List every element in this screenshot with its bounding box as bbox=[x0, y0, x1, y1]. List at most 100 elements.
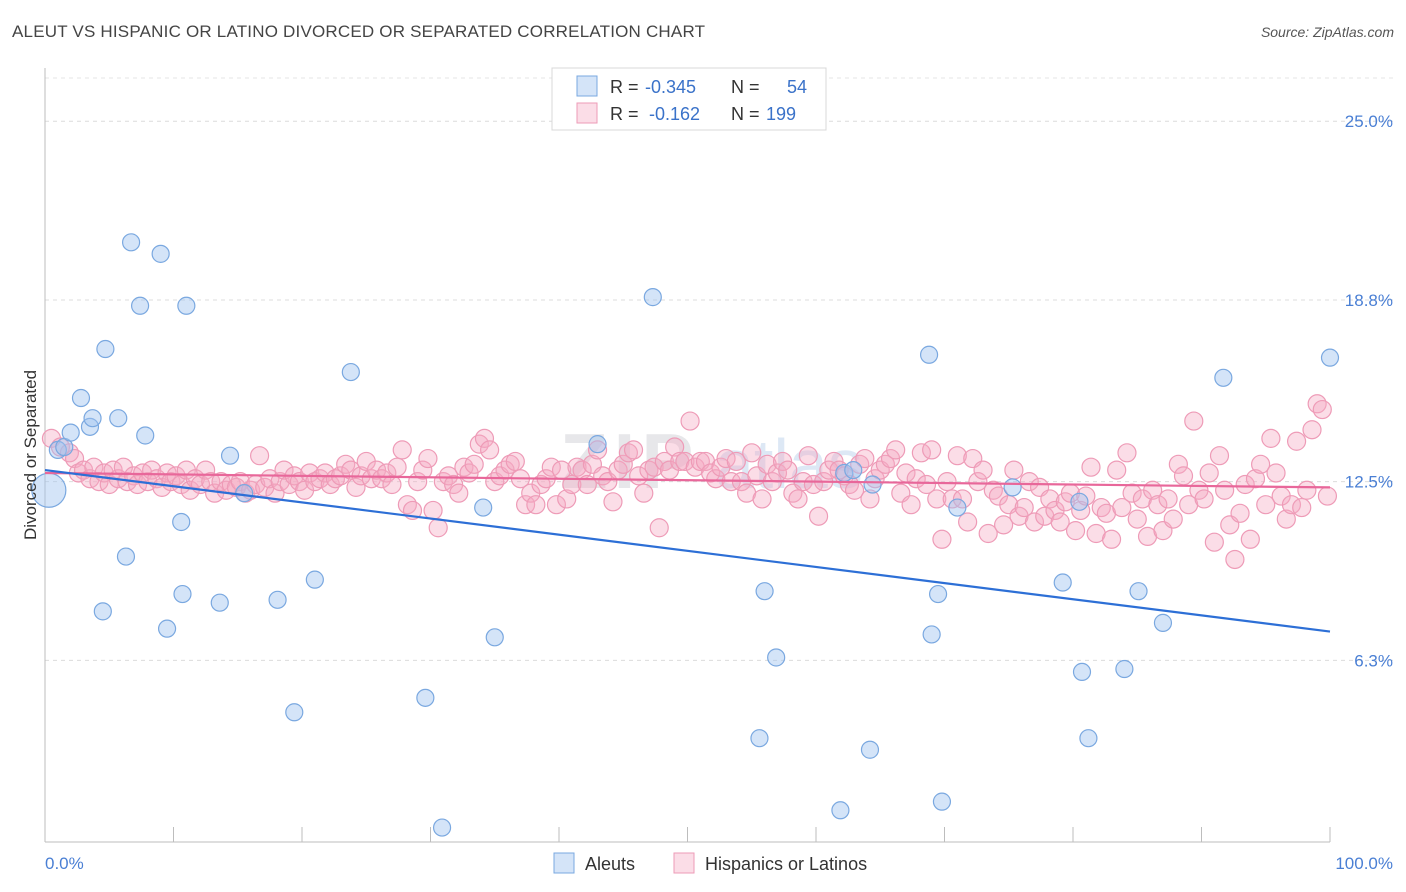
hispanic-point bbox=[1256, 495, 1276, 515]
aleut-point bbox=[928, 584, 948, 604]
hispanic-point bbox=[649, 518, 669, 538]
hispanic-point bbox=[1292, 497, 1312, 518]
y-tick-label: 6.3% bbox=[1354, 651, 1393, 670]
hispanic-point bbox=[706, 469, 726, 489]
y-axis-label: Divorced or Separated bbox=[21, 370, 40, 540]
hispanic-point bbox=[623, 440, 644, 460]
hispanic-point bbox=[665, 437, 685, 457]
hispanic-point bbox=[613, 454, 633, 474]
aleut-point bbox=[1003, 478, 1022, 497]
bottom-swatch-aleuts bbox=[553, 852, 575, 874]
hispanic-point bbox=[927, 489, 947, 509]
aleut-point bbox=[831, 801, 850, 820]
hispanic-point bbox=[752, 489, 772, 509]
hispanic-point bbox=[1091, 497, 1111, 518]
aleut-point bbox=[109, 409, 128, 428]
hispanic-point bbox=[1276, 509, 1296, 529]
aleut-point bbox=[863, 475, 882, 494]
aleut-point bbox=[932, 792, 952, 811]
legend-r-value-aleuts: -0.345 bbox=[645, 77, 696, 97]
aleut-point bbox=[643, 288, 662, 307]
hispanic-point bbox=[603, 492, 623, 512]
y-tick-labels: 6.3% 12.5% 18.8% 25.0% bbox=[1345, 112, 1393, 670]
hispanic-point bbox=[1168, 454, 1188, 474]
hispanic-point bbox=[1215, 480, 1235, 500]
aleut-points bbox=[31, 233, 1340, 837]
aleut-point bbox=[83, 409, 102, 428]
hispanic-point bbox=[983, 480, 1003, 500]
hispanic-point bbox=[644, 457, 664, 477]
hispanic-point bbox=[808, 506, 829, 526]
aleut-point bbox=[177, 296, 196, 315]
hispanic-point bbox=[1081, 457, 1101, 477]
hispanic-point bbox=[382, 474, 402, 495]
aleut-point bbox=[96, 339, 115, 359]
hispanic-point bbox=[587, 440, 608, 460]
hispanic-point bbox=[1024, 512, 1045, 532]
hispanic-point bbox=[315, 463, 335, 483]
aleut-point bbox=[922, 625, 941, 644]
hispanic-point bbox=[947, 446, 967, 466]
hispanic-point bbox=[875, 454, 895, 474]
hispanic-point bbox=[860, 489, 880, 509]
bottom-swatch-hispanics bbox=[673, 852, 695, 874]
hispanic-point bbox=[1225, 549, 1245, 570]
hispanic-point bbox=[788, 489, 808, 509]
aleut-point bbox=[432, 818, 452, 837]
hispanic-point bbox=[1112, 497, 1132, 518]
grid-lines bbox=[45, 77, 1395, 661]
aleut-point bbox=[210, 593, 229, 612]
aleut-point bbox=[235, 484, 254, 503]
y-tick-label: 12.5% bbox=[1345, 473, 1393, 492]
hispanic-point bbox=[428, 518, 448, 538]
y-tick-label: 25.0% bbox=[1345, 112, 1393, 131]
aleut-point bbox=[755, 582, 774, 601]
hispanic-point bbox=[1127, 509, 1147, 529]
hispanic-point bbox=[855, 448, 875, 469]
y-tick-label: 18.8% bbox=[1345, 291, 1393, 310]
hispanic-point bbox=[942, 489, 962, 509]
hispanic-point bbox=[1184, 411, 1204, 431]
aleut-point bbox=[1129, 582, 1148, 601]
hispanic-point bbox=[1261, 428, 1281, 448]
hispanic-point bbox=[310, 469, 330, 489]
legend-r-label-aleuts: R = bbox=[610, 77, 639, 97]
bottom-legend-aleuts: Aleuts bbox=[585, 854, 635, 874]
legend-n-value-aleuts: 54 bbox=[787, 77, 807, 97]
hispanic-point bbox=[1297, 480, 1317, 500]
hispanic-point bbox=[937, 472, 957, 492]
hispanic-point bbox=[742, 443, 762, 463]
hispanic-point bbox=[1107, 460, 1127, 480]
chart-title: ALEUT VS HISPANIC OR LATINO DIVORCED OR … bbox=[12, 22, 706, 41]
hispanic-point bbox=[1050, 512, 1070, 532]
aleut-point bbox=[844, 460, 863, 480]
hispanic-point bbox=[1209, 446, 1230, 466]
hispanic-point bbox=[958, 512, 978, 532]
hispanic-point bbox=[901, 495, 921, 515]
hispanic-point bbox=[932, 529, 952, 549]
hispanic-point bbox=[922, 440, 942, 460]
hispanic-point bbox=[546, 495, 567, 515]
legend-n-value-hispanics: 199 bbox=[766, 104, 796, 124]
hispanic-point bbox=[1163, 509, 1183, 529]
aleut-point bbox=[588, 435, 607, 454]
hispanic-point bbox=[701, 463, 721, 483]
hispanic-point bbox=[480, 440, 500, 460]
aleut-point bbox=[860, 740, 880, 759]
hispanic-point bbox=[1117, 443, 1137, 463]
hispanic-point bbox=[675, 451, 695, 472]
hispanic-point bbox=[778, 460, 798, 480]
aleut-point bbox=[767, 648, 786, 667]
hispanic-point bbox=[973, 460, 993, 480]
aleut-point bbox=[268, 590, 287, 609]
hispanic-point bbox=[839, 474, 860, 495]
hispanic-point bbox=[726, 451, 746, 472]
hispanic-point bbox=[1173, 466, 1194, 486]
trend-lines bbox=[44, 468, 1331, 633]
aleut-point bbox=[485, 628, 504, 647]
aleut-point bbox=[305, 570, 324, 589]
hispanic-point bbox=[336, 454, 356, 474]
hispanic-point bbox=[634, 483, 654, 503]
hispanic-point bbox=[1101, 529, 1122, 549]
